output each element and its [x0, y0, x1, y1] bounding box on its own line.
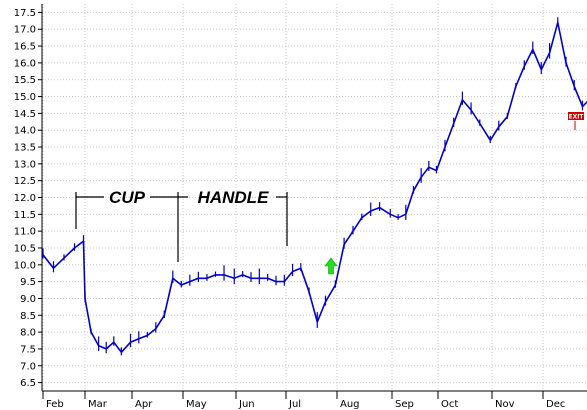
y-tick-label: 17.5 — [14, 8, 36, 19]
exit-label: EXIT — [568, 114, 584, 121]
y-tick-label: 12.0 — [14, 193, 36, 204]
y-tick-label: 17.0 — [14, 25, 36, 36]
y-tick-label: 11.5 — [14, 210, 36, 221]
y-tick-label: 14.0 — [14, 126, 36, 137]
y-tick-label: 6.5 — [20, 378, 36, 389]
y-tick-label: 10.5 — [14, 243, 36, 254]
y-tick-label: 12.5 — [14, 176, 36, 187]
x-tick-label: Nov — [495, 399, 515, 410]
y-tick-label: 16.0 — [14, 58, 36, 69]
y-tick-label: 14.5 — [14, 109, 36, 120]
y-tick-label: 15.5 — [14, 75, 36, 86]
y-tick-label: 8.5 — [20, 311, 36, 322]
x-tick-label: Feb — [46, 399, 64, 410]
y-tick-label: 7.5 — [20, 344, 36, 355]
x-tick-label: Mar — [88, 399, 108, 410]
exit-marker-box — [568, 112, 584, 120]
price-series-line — [42, 21, 587, 354]
x-tick-label: Oct — [441, 399, 458, 410]
x-tick-label: Apr — [135, 399, 153, 410]
y-tick-label: 8.0 — [20, 328, 36, 339]
y-tick-label: 13.5 — [14, 143, 36, 154]
y-tick-label: 7.0 — [20, 361, 36, 372]
x-tick-label: Jul — [288, 399, 301, 410]
cup-label: CUP — [109, 188, 146, 207]
x-tick-label: Jun — [238, 399, 255, 410]
y-tick-label: 16.5 — [14, 42, 36, 53]
y-tick-label: 13.0 — [14, 159, 36, 170]
y-tick-label: 11.0 — [14, 227, 36, 238]
y-tick-label: 9.5 — [20, 277, 36, 288]
x-tick-label: May — [186, 399, 207, 410]
x-tick-label: Aug — [340, 399, 360, 410]
x-tick-label: Dec — [546, 399, 565, 410]
x-tick-label: Sep — [395, 399, 414, 410]
handle-label: HANDLE — [198, 188, 269, 207]
y-tick-label: 9.0 — [20, 294, 36, 305]
y-tick-label: 10.0 — [14, 260, 36, 271]
buy-arrow-icon — [324, 257, 338, 275]
y-tick-label: 15.0 — [14, 92, 36, 103]
